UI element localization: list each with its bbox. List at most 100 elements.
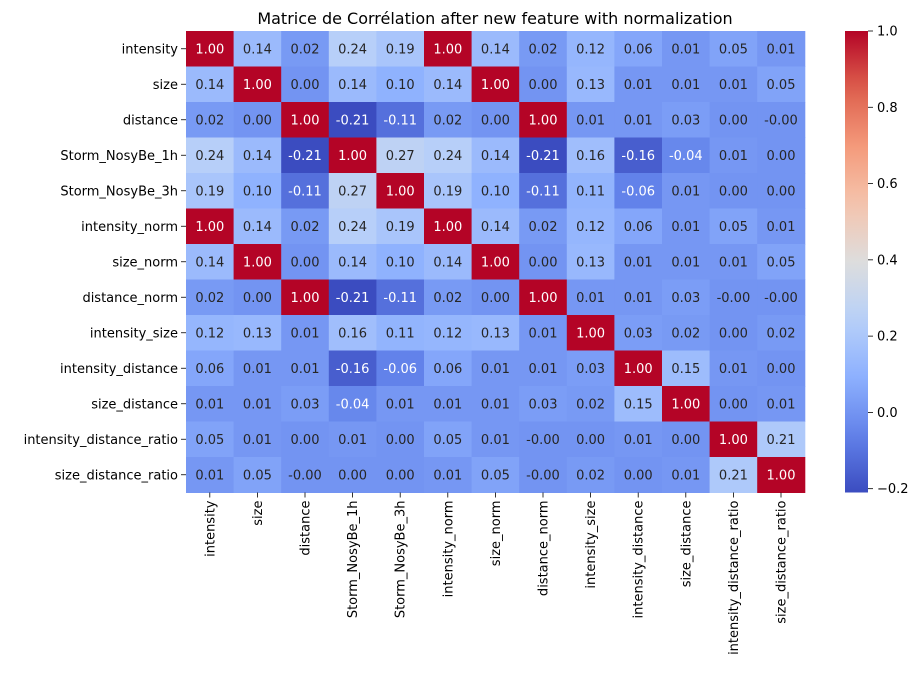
- cell-value-label: 0.02: [291, 220, 320, 235]
- cell-value-label: 0.01: [719, 362, 748, 377]
- cell-value-label: 0.03: [576, 362, 605, 377]
- cell-value-label: 0.02: [671, 326, 700, 341]
- cell-value-label: 0.19: [386, 220, 415, 235]
- cell-value-label: 0.00: [529, 78, 558, 93]
- heatmap-cell: [424, 208, 473, 245]
- cell-value-label: 1.00: [433, 42, 462, 57]
- cell-value-label: -0.04: [336, 397, 370, 412]
- heatmap-cell: [757, 208, 806, 245]
- cell-value-label: -0.11: [383, 113, 417, 128]
- heatmap-cell: [281, 279, 330, 316]
- column-label: size_distance: [679, 501, 694, 588]
- heatmap-cell: [281, 421, 330, 458]
- cell-value-label: -0.21: [336, 113, 370, 128]
- heatmap-cell: [376, 244, 425, 280]
- row-label: intensity: [122, 42, 179, 57]
- heatmap-cell: [328, 137, 377, 174]
- cell-value-label: 0.00: [529, 255, 558, 270]
- cell-value-label: 0.01: [243, 433, 272, 448]
- heatmap-cell: [757, 350, 806, 387]
- cell-value-label: 0.15: [624, 397, 653, 412]
- heatmap-cell: [662, 350, 711, 387]
- heatmap-cell: [566, 208, 615, 245]
- heatmap-cell: [566, 457, 615, 493]
- cell-value-label: 0.00: [291, 255, 320, 270]
- cell-value-label: -0.06: [383, 362, 417, 377]
- cell-value-label: 0.01: [195, 397, 224, 412]
- cell-value-label: 0.21: [719, 468, 748, 483]
- column-label: size_distance_ratio: [775, 500, 790, 623]
- cell-value-label: 0.00: [719, 397, 748, 412]
- cell-value-label: 0.06: [195, 362, 224, 377]
- heatmap-cell: [614, 457, 663, 493]
- heatmap-cell: [519, 244, 568, 280]
- heatmap-cell: [376, 386, 425, 422]
- cell-value-label: 1.00: [195, 42, 224, 57]
- heatmap-cell: [709, 421, 758, 458]
- heatmap-cell: [424, 457, 473, 493]
- colorbar-tick-label: −0.2: [877, 482, 909, 497]
- heatmap-cell: [709, 244, 758, 280]
- heatmap-cell: [186, 102, 235, 138]
- cell-value-label: 0.14: [243, 220, 272, 235]
- heatmap-cell: [186, 173, 235, 209]
- cell-value-label: -0.00: [526, 433, 560, 448]
- heatmap-cell: [328, 386, 377, 422]
- heatmap-cell: [233, 66, 282, 103]
- heatmap-cell: [471, 102, 520, 138]
- cell-value-label: 0.01: [719, 149, 748, 164]
- heatmap-cell: [566, 173, 615, 209]
- heatmap-cell: [328, 315, 377, 351]
- cell-value-label: 0.15: [671, 362, 700, 377]
- heatmap-cell: [709, 208, 758, 245]
- cell-value-label: 0.01: [243, 362, 272, 377]
- cell-value-label: 1.00: [291, 113, 320, 128]
- heatmap-cell: [519, 315, 568, 351]
- heatmap-cell: [281, 244, 330, 280]
- heatmap-cell: [757, 137, 806, 174]
- cell-value-label: 0.19: [433, 184, 462, 199]
- cell-value-label: 0.16: [576, 149, 605, 164]
- cell-value-label: 0.00: [243, 113, 272, 128]
- heatmap-cell: [424, 279, 473, 316]
- heatmap-cell: [757, 279, 806, 316]
- heatmap-cell: [519, 137, 568, 174]
- cell-value-label: 0.05: [767, 255, 796, 270]
- heatmap-cell: [376, 102, 425, 138]
- cell-value-label: 0.12: [576, 42, 605, 57]
- cell-value-label: 0.02: [529, 220, 558, 235]
- row-label: Storm_NosyBe_3h: [60, 184, 178, 199]
- cell-value-label: 0.01: [529, 362, 558, 377]
- heatmap-cell: [186, 208, 235, 245]
- cell-value-label: 0.00: [624, 468, 653, 483]
- heatmap-cell: [328, 31, 377, 67]
- cell-value-label: 0.01: [624, 291, 653, 306]
- cell-value-label: -0.06: [621, 184, 655, 199]
- heatmap-cell: [662, 279, 711, 316]
- cell-value-label: 0.14: [338, 255, 367, 270]
- cell-value-label: 0.14: [481, 42, 510, 57]
- cell-value-label: 0.10: [386, 78, 415, 93]
- row-labels: intensity size distance Storm_NosyBe_1h Stor…: [24, 42, 186, 483]
- heatmap-cell: [281, 102, 330, 138]
- cell-value-label: 0.14: [481, 220, 510, 235]
- heatmap-cell: [614, 31, 663, 67]
- heatmap-cell: [757, 102, 806, 138]
- heatmap-cell: [757, 386, 806, 422]
- cell-value-label: 0.00: [719, 326, 748, 341]
- cell-value-label: 0.13: [576, 78, 605, 93]
- cell-value-label: 0.05: [767, 78, 796, 93]
- column-label: intensity_distance_ratio: [727, 500, 742, 654]
- cell-value-label: 0.05: [719, 220, 748, 235]
- cell-value-label: -0.21: [288, 149, 322, 164]
- heatmap-cell: [662, 102, 711, 138]
- heatmap-cell: [614, 350, 663, 387]
- heatmap-cell: [614, 102, 663, 138]
- heatmap-cell: [662, 31, 711, 67]
- heatmap-cell: [186, 457, 235, 493]
- heatmap-cell: [709, 102, 758, 138]
- row-label: size_norm: [112, 255, 178, 270]
- heatmap-cell: [566, 102, 615, 138]
- cell-value-label: 0.00: [386, 468, 415, 483]
- heatmap-cell: [186, 66, 235, 103]
